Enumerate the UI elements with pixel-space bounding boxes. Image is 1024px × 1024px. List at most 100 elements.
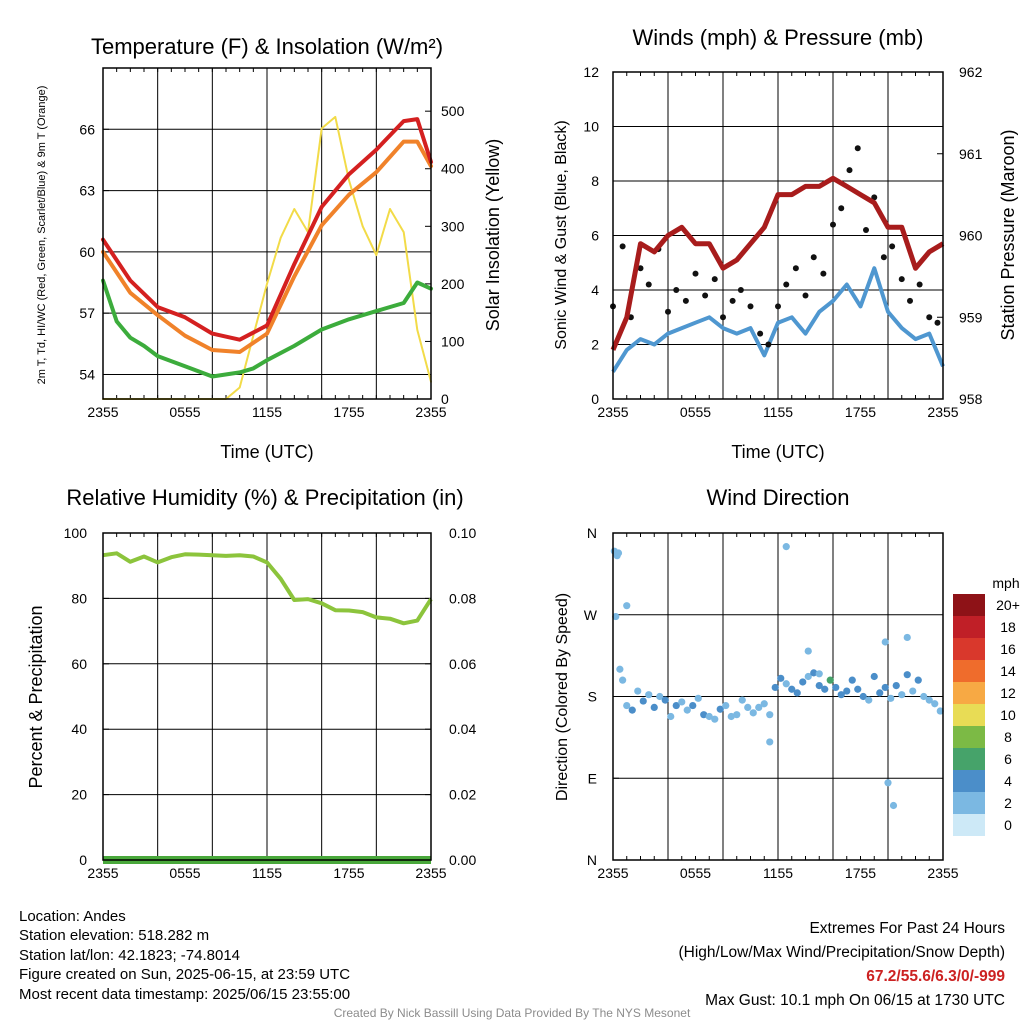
gust-point xyxy=(802,292,809,299)
credit-text: Created By Nick Bassill Using Data Provi… xyxy=(333,1006,691,1020)
max-gust-text: Max Gust: 10.1 mph On 06/15 at 1730 UTC xyxy=(705,992,1005,1009)
recent-data-text: Most recent data timestamp: 2025/06/15 2… xyxy=(19,985,351,1003)
relative-humidity-line xyxy=(102,551,433,626)
wind-direction-point xyxy=(854,685,862,693)
temperature-x-tick-label: 2355 xyxy=(415,404,446,420)
gust-point xyxy=(692,270,699,277)
solar-y-tick-label: 100 xyxy=(441,333,465,349)
precip-y-tick-label: 0.00 xyxy=(449,852,476,868)
gust-point xyxy=(810,254,817,261)
colorbar-swatch xyxy=(953,814,985,836)
wind-direction-point xyxy=(716,705,724,713)
wind-direction-point xyxy=(884,779,892,787)
gust-point xyxy=(637,265,644,272)
gust-point xyxy=(916,281,923,288)
wind-direction-y-tick-label: W xyxy=(584,607,598,623)
gust-point xyxy=(665,308,671,315)
gust-point xyxy=(934,319,941,326)
wind-direction-point xyxy=(645,691,653,699)
wind-direction-point xyxy=(755,703,763,712)
precip-y-tick-label: 0.02 xyxy=(449,787,476,803)
wind-direction-x-tick-label: 2355 xyxy=(597,865,628,881)
colorbar-swatch xyxy=(953,638,985,660)
winds-plot-area: 2355 0555 1155 1755 235502468101295895996096… xyxy=(583,64,982,420)
colorbar-label: 20+ xyxy=(996,597,1020,613)
colorbar-label: 16 xyxy=(1000,641,1016,657)
temperature-panel-title: Temperature (F) & Insolation (W/m²) xyxy=(91,34,443,59)
wind-direction-point xyxy=(881,638,889,646)
wind-direction-point xyxy=(903,633,911,642)
wind-direction-x-tick-label: 1155 xyxy=(763,865,793,881)
winds-x-tick-label: 1155 xyxy=(763,404,793,420)
wind-direction-point xyxy=(650,703,658,712)
wind-direction-panel-title: Wind Direction xyxy=(706,485,849,510)
humidity-x-tick-label: 1155 xyxy=(252,865,282,881)
colorbar-label: 18 xyxy=(1000,619,1016,635)
wind-direction-point xyxy=(612,612,620,621)
gust-point xyxy=(737,287,744,293)
wind-direction-point xyxy=(892,682,900,690)
extremes-info: Extremes For Past 24 Hours (High/Low/Max… xyxy=(679,917,1006,1013)
wind-direction-point xyxy=(810,669,818,677)
gust-point xyxy=(854,145,861,152)
solar-y-tick-label: 0 xyxy=(441,391,449,407)
gust-point xyxy=(711,276,718,283)
station-pressure-line xyxy=(610,175,945,351)
gust-point xyxy=(880,254,887,261)
temperature-x-tick-label: 2355 xyxy=(87,404,118,420)
wind-direction-point xyxy=(639,697,647,705)
wind-direction-point xyxy=(788,685,796,693)
winds-y-tick-label: 2 xyxy=(591,337,599,353)
speed-colorbar: mph 0 2 4 6 8 10 12 14 16 18 20+ xyxy=(953,575,1020,836)
wind-direction-point xyxy=(936,707,944,715)
gust-point xyxy=(765,341,772,348)
solar-y-tick-label: 200 xyxy=(441,276,465,292)
colorbar-swatch xyxy=(953,704,985,726)
solar-y-tick-label: 500 xyxy=(441,103,465,119)
gust-point xyxy=(871,194,878,201)
wind-direction-point xyxy=(815,670,823,678)
colorbar-label: 2 xyxy=(1004,795,1012,811)
wind-direction-point xyxy=(914,676,922,684)
winds-y-tick-label: 6 xyxy=(591,228,599,244)
wind-direction-point xyxy=(616,665,624,673)
gust-point xyxy=(863,227,869,234)
temperature-series-td xyxy=(101,278,433,379)
temperature-x-tick-label: 0555 xyxy=(169,404,200,420)
wind-direction-y-tick-label: S xyxy=(588,689,597,705)
temperature-y-tick-label: 66 xyxy=(79,121,95,137)
wind-direction-point xyxy=(832,683,840,692)
wind-direction-point xyxy=(634,687,642,695)
colorbar-label: 12 xyxy=(1000,685,1016,701)
humidity-x-tick-label: 2355 xyxy=(415,865,446,881)
winds-y-tick-label: 4 xyxy=(591,282,599,298)
wind-direction-point xyxy=(782,680,790,688)
wind-direction-point xyxy=(744,703,752,712)
sonic-wind-line xyxy=(611,266,945,373)
temperature-y-tick-label: 60 xyxy=(79,244,95,260)
station-info: Location: Andes Station elevation: 518.2… xyxy=(19,907,350,1004)
precip-y-tick-label: 0.04 xyxy=(449,721,476,737)
wind-direction-point xyxy=(881,683,889,692)
pressure-y-axis-label: Station Pressure (Maroon) xyxy=(998,129,1018,340)
winds-pressure-panel: Winds (mph) & Pressure (mb) 2355 0555 1155… xyxy=(553,25,1018,462)
wind-direction-point xyxy=(722,701,730,710)
wind-direction-point xyxy=(727,712,735,721)
wind-direction-point xyxy=(667,712,675,721)
gust-point xyxy=(619,243,626,250)
gust-point xyxy=(838,205,845,212)
gust-point xyxy=(682,297,689,304)
wind-direction-point xyxy=(931,700,939,708)
extremes-title: Extremes For Past 24 Hours xyxy=(809,920,1005,937)
temperature-y-axis-label: 2m T, Td, HI/WC (Red, Green, Scarlet/Blu… xyxy=(36,86,48,385)
humidity-y-tick-label: 40 xyxy=(71,721,87,737)
wind-direction-point xyxy=(777,674,785,682)
humidity-precip-panel: Relative Humidity (%) & Precipitation (i… xyxy=(26,485,476,881)
colorbar-label: 4 xyxy=(1004,773,1012,789)
gust-point xyxy=(783,281,790,288)
gust-point xyxy=(747,303,754,310)
wind-direction-point xyxy=(656,692,664,701)
winds-x-axis-label: Time (UTC) xyxy=(731,442,824,462)
wind-direction-plot-border xyxy=(612,532,944,861)
wind-direction-point xyxy=(909,687,917,695)
